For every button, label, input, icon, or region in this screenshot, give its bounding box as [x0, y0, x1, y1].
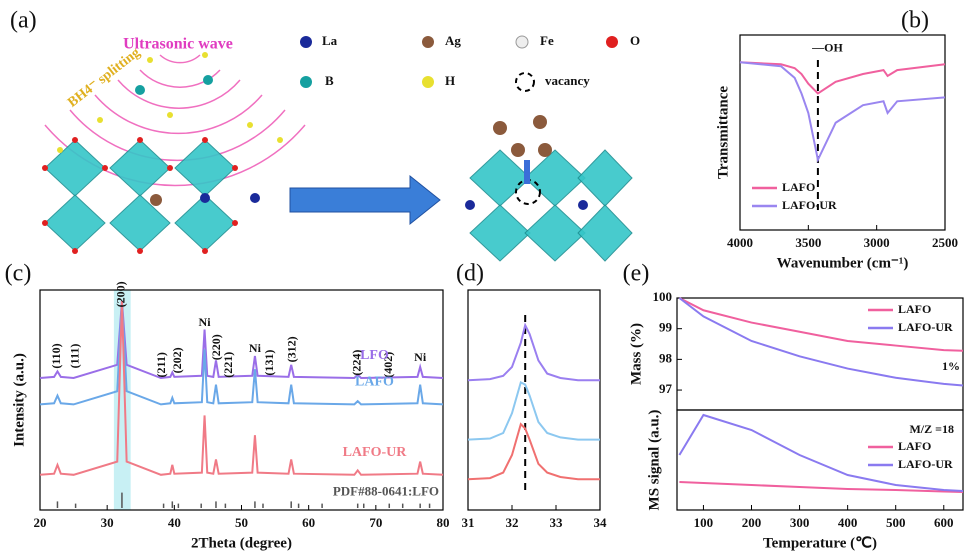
data-line: [467, 380, 600, 441]
annotation: (221): [221, 352, 235, 378]
x-tick-label: 70: [369, 515, 382, 530]
legend-text: Ag: [445, 33, 461, 48]
panel-label: (b): [901, 8, 929, 34]
annotation: (220): [209, 334, 223, 360]
x-tick-label: 30: [101, 515, 114, 530]
annotation: Ni: [199, 315, 212, 329]
x-tick-label: 34: [594, 515, 608, 530]
annotation: (131): [262, 350, 276, 376]
legend-text: Fe: [540, 33, 554, 48]
plot-frame: [39, 289, 444, 511]
right-lattice: [465, 115, 633, 262]
data-line: [678, 297, 964, 387]
x-tick-label: 200: [742, 515, 762, 530]
legend-label: LAFO-UR: [898, 320, 953, 334]
x-tick-label: 600: [934, 515, 954, 530]
annotation: (312): [284, 336, 298, 362]
x-axis-label: Temperature (℃): [763, 535, 877, 551]
x-tick-label: 4000: [727, 235, 753, 250]
y-axis-label: MS signal (a.u.): [646, 410, 662, 511]
annotation: (110): [49, 343, 63, 368]
annotation: (200): [114, 281, 128, 307]
y-tick-label: 100: [653, 289, 673, 304]
y-axis-label: Transmittance: [715, 86, 731, 179]
x-tick-label: 33: [550, 515, 564, 530]
y-axis-label: Intensity (a.u.): [11, 353, 27, 447]
annotation: (111): [67, 344, 81, 369]
data-line: [739, 61, 946, 163]
x-tick-label: 300: [790, 515, 810, 530]
panel-label: (c): [5, 261, 32, 287]
process-arrow: [289, 174, 441, 226]
legend-text: O: [630, 33, 640, 48]
annotation: M/Z =18: [909, 422, 954, 436]
x-tick-label: 20: [34, 515, 47, 530]
data-line: [739, 61, 946, 95]
x-tick-label: 500: [886, 515, 906, 530]
data-line: [679, 481, 964, 493]
x-tick-label: 400: [838, 515, 858, 530]
plot-frame: [676, 409, 964, 511]
annotation: Ni: [249, 341, 262, 355]
y-tick-label: 98: [659, 350, 673, 365]
annotation: (402): [381, 352, 395, 378]
schematic: (a) Ultrasonic wave BH4⁻ splitting La Ag…: [10, 8, 640, 262]
series-label: LAFO-UR: [343, 445, 408, 460]
legend-label: LAFO-UR: [898, 457, 953, 471]
x-tick-label: 3500: [795, 235, 821, 250]
annotation: (202): [170, 347, 184, 373]
plot-frame: [467, 289, 601, 511]
legend-text: vacancy: [545, 73, 590, 88]
x-tick-label: 31: [462, 515, 475, 530]
y-tick-label: 99: [659, 320, 673, 335]
data-line: [678, 297, 964, 352]
series-label: LAFO: [355, 375, 394, 390]
atom-legend: La Ag Fe O B H vacancy: [300, 33, 640, 92]
annotation: 1%: [942, 359, 960, 373]
annotation: Ni: [414, 350, 427, 364]
data-line: [39, 300, 444, 380]
x-tick-label: 100: [694, 515, 714, 530]
data-line: [467, 322, 600, 382]
x-axis-label: 2Theta (degree): [191, 535, 292, 551]
legend-label: LAFO-UR: [782, 198, 837, 212]
panel-label: (d): [456, 261, 484, 287]
y-tick-label: 97: [659, 381, 673, 396]
annotation: —OH: [811, 40, 843, 54]
wave-label: Ultrasonic wave: [123, 36, 233, 53]
x-tick-label: 32: [506, 515, 519, 530]
left-lattice: [42, 52, 283, 254]
legend-text: B: [325, 73, 334, 88]
x-axis-label: Wavenumber (cm⁻¹): [777, 255, 909, 271]
legend-text: La: [322, 33, 338, 48]
x-tick-label: 3000: [864, 235, 890, 250]
annotation: (211): [154, 352, 168, 377]
plot-frame: [739, 34, 946, 231]
data-line: [39, 300, 444, 406]
legend-label: LAFO: [898, 439, 931, 453]
panel-label: (e): [623, 261, 650, 287]
splitting-label: BH4⁻ splitting: [65, 45, 143, 110]
series-label: LFO: [360, 348, 389, 363]
panel-label: (a): [10, 8, 37, 34]
data-line: [467, 422, 600, 481]
legend-label: LAFO: [782, 180, 815, 194]
legend-text: H: [445, 73, 455, 88]
x-tick-label: 60: [302, 515, 315, 530]
x-tick-label: 40: [168, 515, 181, 530]
annotation: (224): [349, 350, 363, 376]
data-line: [39, 300, 444, 476]
y-axis-label: Mass (%): [628, 323, 644, 385]
reference-label: PDF#88-0641:LFO: [333, 483, 439, 498]
legend-label: LAFO: [898, 302, 931, 316]
x-tick-label: 2500: [932, 235, 958, 250]
data-line: [678, 413, 964, 492]
x-tick-label: 80: [437, 515, 450, 530]
x-tick-label: 50: [235, 515, 248, 530]
